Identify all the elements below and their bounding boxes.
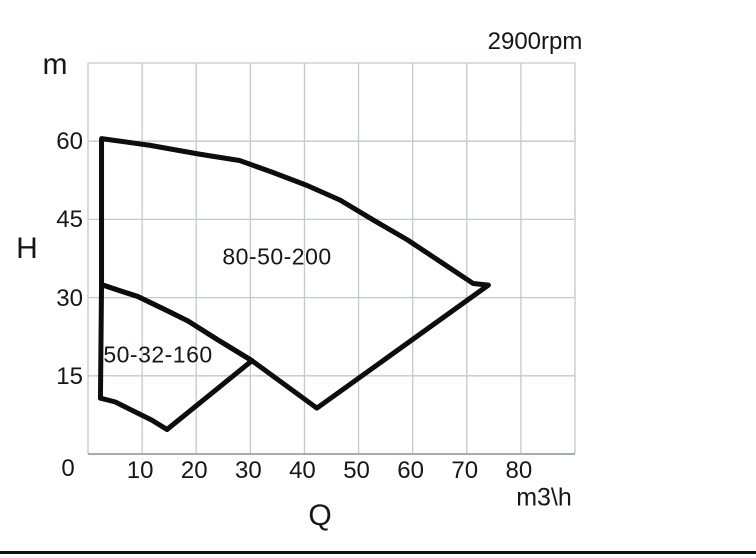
origin-tick-label: 0: [61, 455, 75, 482]
y-tick-label: 30: [56, 284, 83, 312]
y-tick-label: 60: [56, 128, 83, 156]
x-tick-label: 40: [289, 457, 316, 484]
x-axis-unit-label: m3\h: [516, 483, 572, 512]
x-tick-label: 10: [126, 457, 154, 484]
envelope-80-50-200: [99, 136, 491, 411]
series-label-80-50-200: 80-50-200: [222, 243, 332, 270]
rpm-annotation: 2900rpm: [487, 28, 583, 55]
x-tick-label: 20: [180, 457, 208, 484]
envelope-50-32-160: [97, 282, 255, 432]
x-tick-label: 30: [234, 457, 262, 484]
x-tick-label: 80: [505, 457, 533, 484]
y-tick-label: 45: [56, 206, 83, 234]
bottom-rule: [0, 551, 756, 554]
x-tick-label: 50: [343, 457, 370, 484]
y-axis-title: H: [16, 232, 38, 265]
x-tick-label: 70: [451, 457, 479, 484]
y-tick-label: 15: [56, 362, 83, 390]
y-axis-unit-label: m: [42, 48, 68, 81]
x-axis-title: Q: [308, 499, 332, 532]
series-label-50-32-160: 50-32-160: [103, 341, 213, 368]
x-tick-label: 60: [397, 457, 425, 484]
